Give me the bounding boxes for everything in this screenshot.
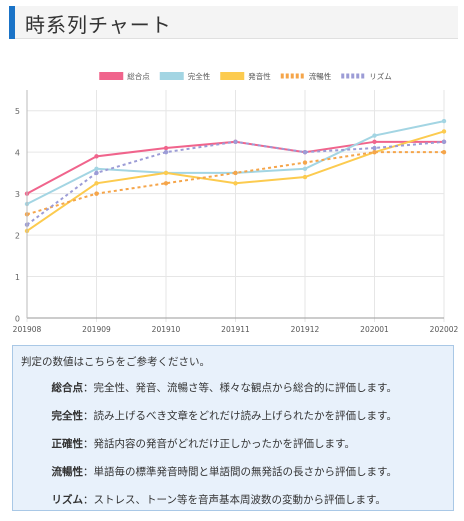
time-series-chart: 総合点 完全性 発音性 流暢性 リズム 0 1 2 3 4 5 201908 201909 201910… (13, 71, 459, 334)
data-point (372, 149, 377, 155)
y-tick-label: 3 (15, 190, 20, 199)
data-point (372, 133, 377, 138)
term-description: ：読み上げるべき文章をどれだけ読み上げられたかを評価します。 (83, 410, 397, 422)
x-tick-label: 202002 (430, 325, 459, 334)
header-accent-bar (9, 6, 15, 39)
legend-label: 完全性 (188, 71, 211, 81)
y-tick-label: 2 (15, 232, 20, 241)
data-point (94, 154, 99, 159)
data-point (94, 166, 99, 171)
term-label: 正確性 (51, 438, 84, 450)
y-tick-label: 5 (15, 107, 20, 116)
x-tick-label: 201911 (221, 325, 250, 334)
page-header: 時系列チャート (9, 6, 458, 39)
data-point (233, 170, 238, 176)
x-tick-label: 201910 (152, 325, 181, 334)
data-point (94, 181, 99, 186)
page-title: 時系列チャート (25, 13, 172, 37)
legend-swatch (220, 72, 245, 80)
panel-intro: 判定の数値はこちらをご参考ください。 (21, 356, 210, 368)
data-point (441, 118, 447, 124)
term-label: 完全性 (51, 410, 84, 422)
chart-series (24, 118, 447, 234)
data-point (302, 174, 308, 180)
data-point (302, 160, 308, 165)
data-point (163, 149, 169, 155)
x-tick-label: 201912 (291, 325, 320, 334)
term-label: 流暢性 (51, 466, 84, 478)
x-tick-label: 201908 (13, 325, 42, 334)
data-point (441, 129, 447, 134)
legend-label: 流暢性 (309, 71, 332, 81)
term-description: ：単語毎の標準発音時間と単語間の無発話の長さから評価します。 (83, 466, 397, 478)
x-tick-label: 202001 (360, 325, 389, 334)
term-description: ：ストレス、トーン等を音声基本周波数の変動から評価します。 (83, 494, 386, 506)
chart-grid (26, 90, 445, 322)
legend-label: 発音性 (248, 71, 271, 81)
term-label: 総合点 (51, 382, 84, 394)
data-point (372, 139, 377, 145)
chart-legend: 総合点 完全性 発音性 流暢性 リズム (99, 71, 392, 81)
data-point (233, 181, 238, 186)
legend-label: 総合点 (127, 71, 150, 81)
x-tick-label: 201909 (82, 325, 111, 334)
data-point (233, 139, 238, 145)
term-description: ：完全性、発音、流暢さ等、様々な観点から総合的に評価します。 (83, 382, 397, 394)
y-tick-label: 0 (15, 315, 20, 324)
score-description-panel: 判定の数値はこちらをご参考ください。 総合点 ：完全性、発音、流暢さ等、様々な観… (12, 345, 454, 511)
data-point (372, 145, 377, 151)
data-point (302, 149, 308, 155)
data-point (302, 166, 308, 171)
chart-axes: 0 1 2 3 4 5 201908 201909 201910 201911 201912 2020… (13, 90, 459, 334)
data-point (94, 170, 99, 176)
data-point (441, 149, 447, 155)
term-label: リズム (51, 494, 84, 506)
term-description: ：発話内容の発音がどれだけ正しかったかを評価します。 (83, 438, 355, 450)
y-tick-label: 1 (15, 273, 20, 282)
data-point (163, 181, 169, 186)
data-point (94, 191, 99, 196)
legend-label: リズム (369, 71, 392, 81)
legend-swatch (99, 72, 124, 80)
data-point (441, 139, 447, 145)
data-point (163, 170, 169, 176)
y-tick-label: 4 (15, 149, 20, 158)
data-point (163, 145, 169, 151)
legend-swatch (159, 72, 184, 80)
